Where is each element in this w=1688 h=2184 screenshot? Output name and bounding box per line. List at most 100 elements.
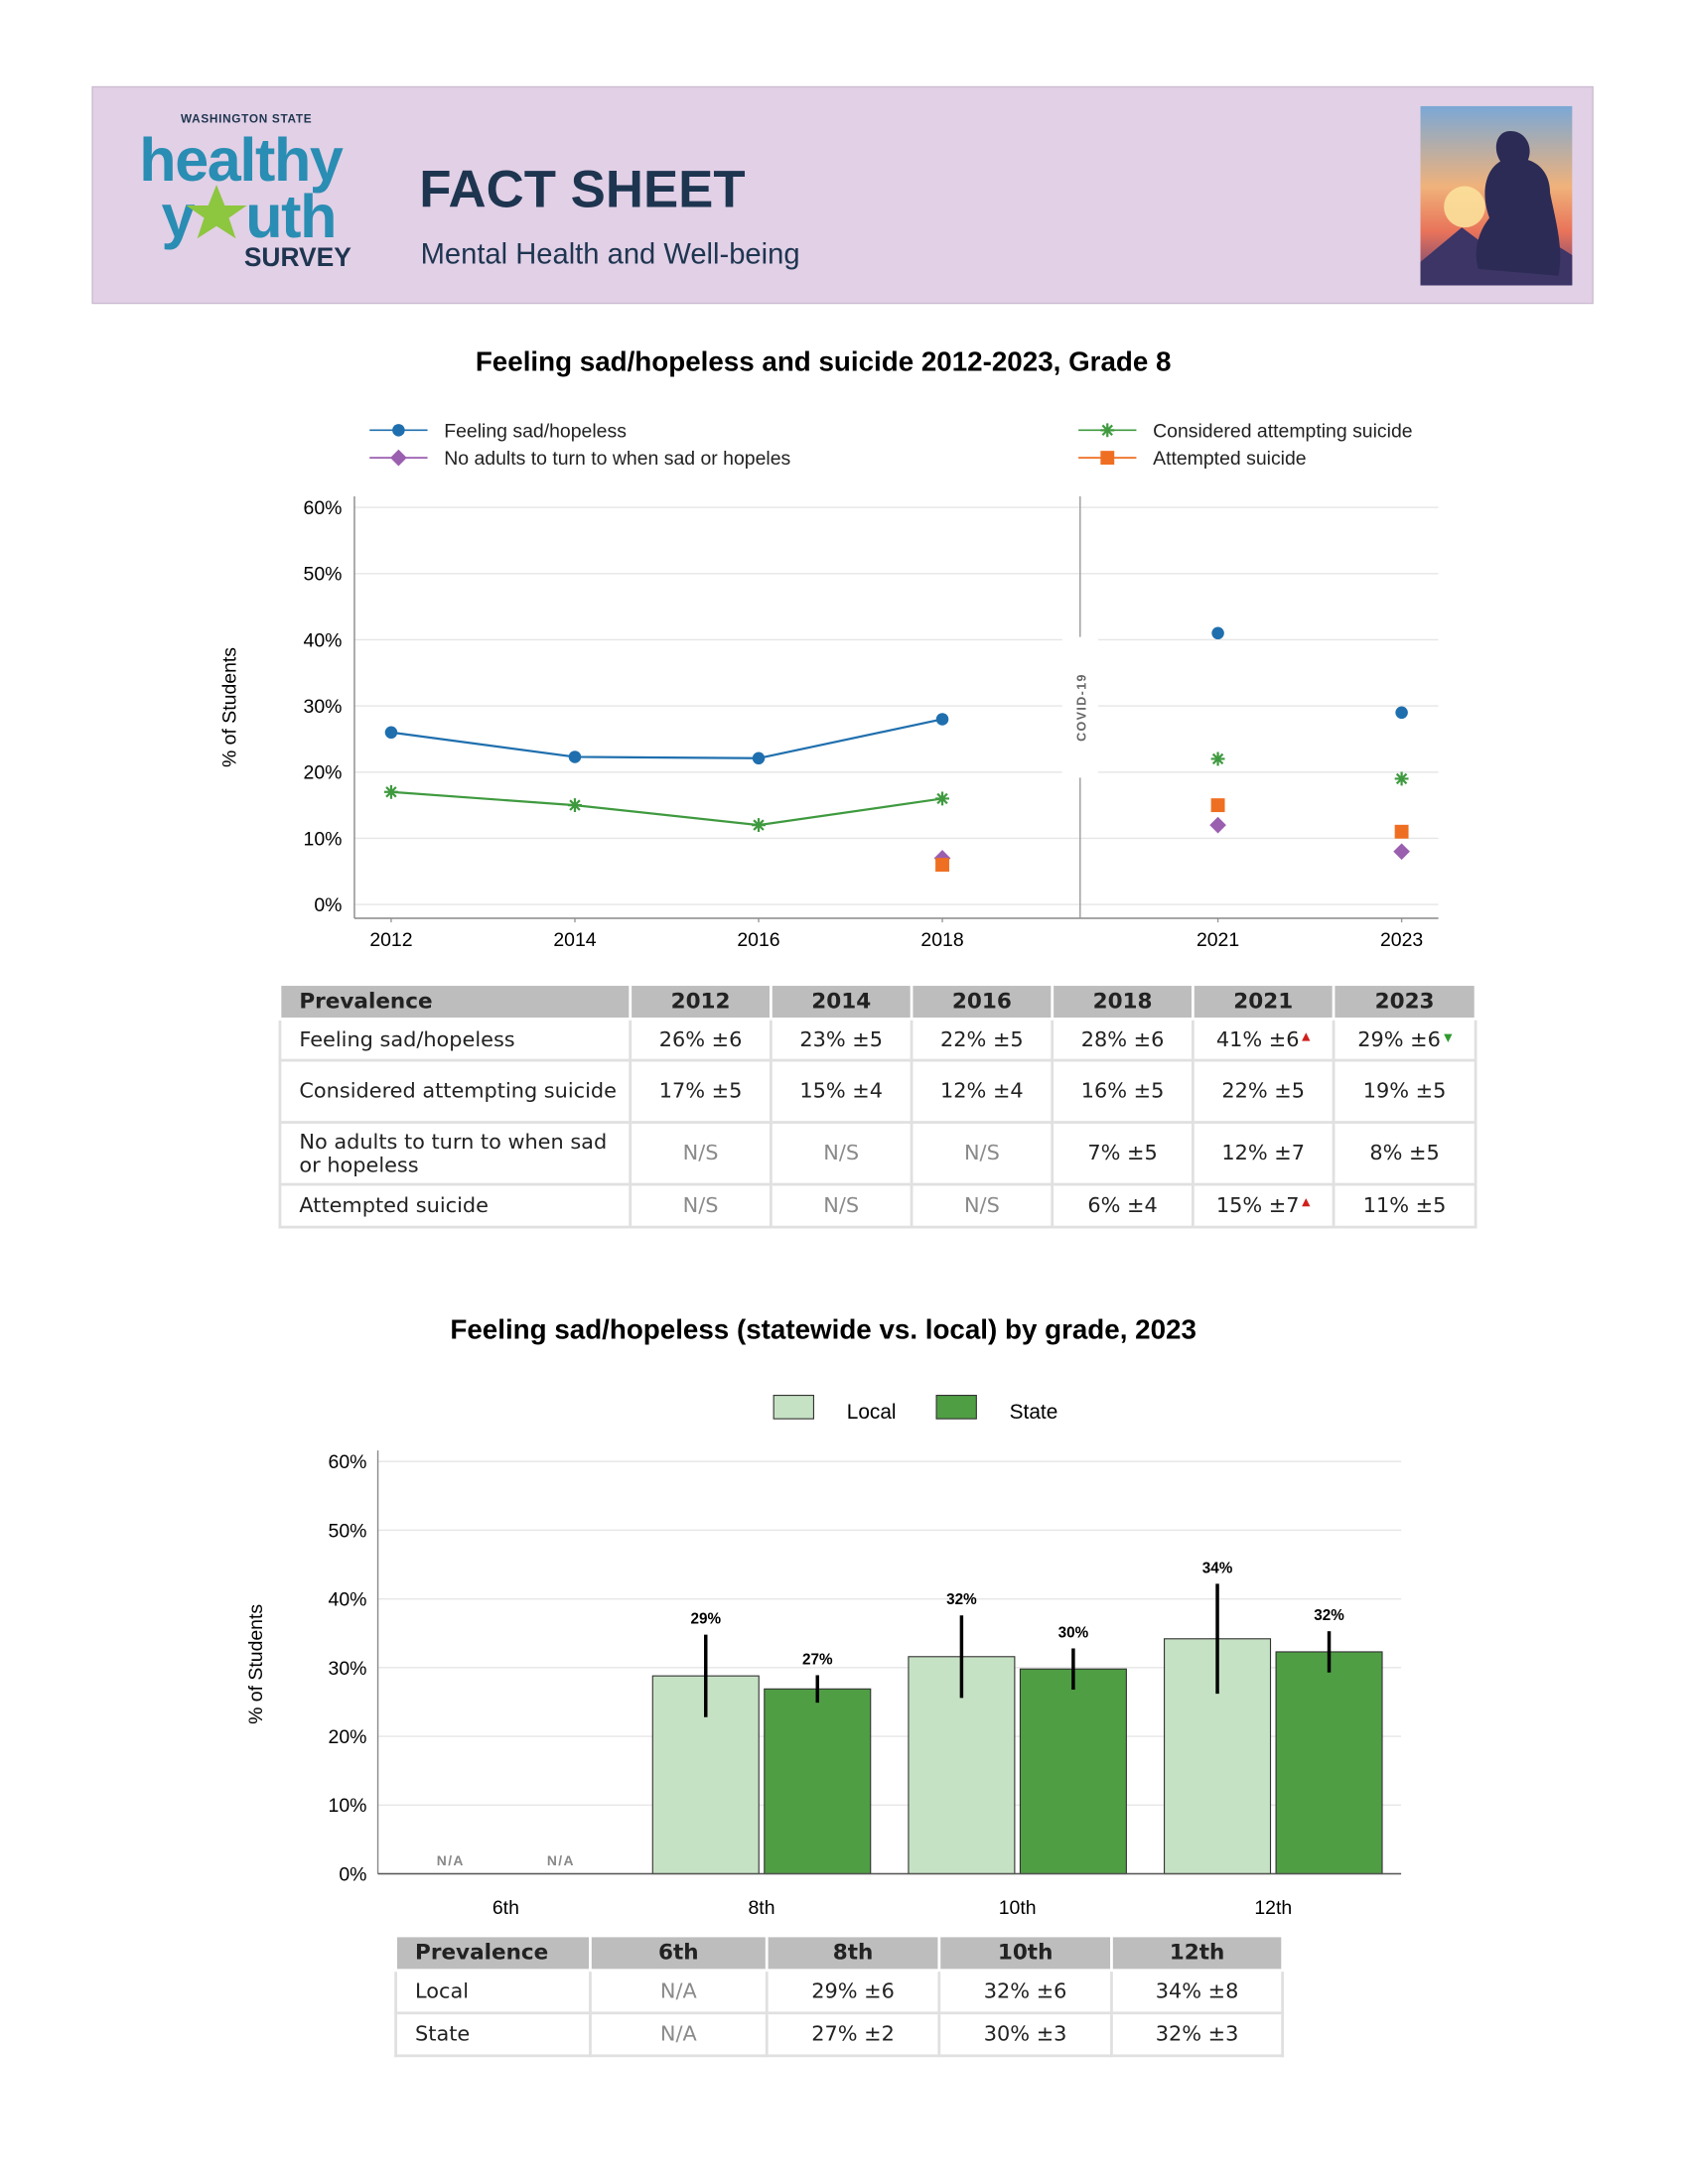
marker (935, 713, 949, 726)
cell-text: N/S (682, 1140, 719, 1165)
table-row: Attempted suicide N/S N/S N/S 6% ±4 15% ±7 11%… (278, 1182, 1477, 1229)
marker (1393, 843, 1410, 861)
logo-star (186, 185, 247, 239)
table-cell: 11% ±5 (1332, 1182, 1477, 1229)
table-cell: 15% ±7 (1192, 1182, 1336, 1229)
y-tick-label: 20% (304, 762, 343, 784)
table-cell: 8% ±5 (1332, 1121, 1477, 1186)
y-tick-label: 30% (304, 696, 343, 718)
marker (752, 751, 766, 765)
table-cell: N/S (629, 1182, 773, 1229)
marker (568, 798, 582, 813)
header-cell: 10th (937, 1934, 1113, 1973)
table-cell: 26% ±6 (629, 1018, 773, 1062)
y-tick-label: 40% (304, 629, 343, 651)
table-cell: No adults to turn to when sad or hopeles… (278, 1121, 633, 1186)
legend-label: No adults to turn to when sad or hopeles (444, 448, 790, 470)
value-label: 32% (946, 1591, 977, 1608)
cell-text: 15% ±7 (1215, 1192, 1300, 1218)
table-cell: 6% ±4 (1051, 1182, 1195, 1229)
y-tick-label: 0% (314, 894, 342, 916)
table-cell: 27% ±2 (765, 2011, 941, 2058)
table-cell: 22% ±5 (1192, 1058, 1336, 1124)
cell-text: 41% ±6 (1215, 1026, 1300, 1052)
table-row: Local N/A 29% ±6 32% ±6 34% ±8 (394, 1969, 1285, 2015)
y-tick-label: 30% (329, 1658, 367, 1680)
y-axis-label: % of Students (219, 647, 241, 767)
header-subtitle: Mental Health and Well-being (421, 238, 800, 270)
marker (1395, 706, 1408, 720)
y-tick-label: 20% (329, 1726, 367, 1748)
marker (1211, 626, 1224, 640)
chart-title: Feeling sad/hopeless and suicide 2012-20… (476, 346, 1172, 377)
header-cell: 2014 (770, 983, 914, 1021)
data-table: Prevalence 6th 8th 10th 12th Local N/A 29% ±6 32… (394, 1934, 1285, 2058)
marker (1210, 798, 1225, 813)
legend-label: Considered attempting suicide (1153, 420, 1412, 442)
y-tick-label: 0% (339, 1863, 366, 1885)
legend-marker (392, 424, 405, 437)
table-cell: 22% ±5 (910, 1018, 1055, 1062)
header-cell: Prevalence (278, 983, 633, 1021)
cell-text: N/S (963, 1140, 1000, 1165)
chart-title: Feeling sad/hopeless (statewide vs. loca… (450, 1314, 1196, 1345)
header-cell: 2018 (1051, 983, 1195, 1021)
y-tick-label: 60% (304, 497, 343, 519)
table-cell: 29% ±6 (765, 1969, 941, 2015)
logo-survey: SURVEY (244, 242, 352, 272)
table-cell: 12% ±7 (1192, 1121, 1336, 1186)
table-cell: N/A (589, 2011, 769, 2058)
bar (1275, 1651, 1383, 1875)
table-cell: State (394, 2011, 592, 2058)
data-table: Prevalence 2012 2014 2016 2018 2021 2023 Feelin… (278, 983, 1477, 1229)
table-cell: 32% ±3 (1110, 2011, 1285, 2058)
logo-state: WASHINGTON STATE (181, 112, 312, 126)
table-cell: Considered attempting suicide (278, 1058, 633, 1124)
legend-marker (1100, 451, 1115, 466)
annotation-bg (1061, 636, 1098, 778)
table-cell: 28% ±6 (1051, 1018, 1195, 1062)
table-cell: 34% ±8 (1110, 1969, 1285, 2015)
x-tick-label: 2021 (1196, 929, 1239, 951)
annotation: COVID-19 (1074, 673, 1088, 742)
table-cell: 7% ±5 (1051, 1121, 1195, 1186)
x-tick-label: 2023 (1380, 929, 1423, 951)
y-axis-label: % of Students (245, 1604, 267, 1724)
table-cell: N/S (770, 1121, 914, 1186)
table-cell: 41% ±6 (1192, 1018, 1336, 1062)
header-cell: 6th (589, 1934, 769, 1973)
header-image (1420, 105, 1573, 286)
table-cell: Feeling sad/hopeless (278, 1018, 633, 1062)
bar (764, 1688, 872, 1875)
cell-text: N/S (823, 1192, 860, 1218)
value-label: 30% (1058, 1624, 1089, 1641)
table-cell: N/A (589, 1969, 769, 2015)
legend-marker (1100, 423, 1115, 438)
table-cell: 29% ±6 (1332, 1018, 1477, 1062)
value-label: 32% (1314, 1607, 1344, 1624)
y-tick-label: 10% (304, 828, 343, 850)
header-cell: 2016 (910, 983, 1055, 1021)
value-label: 27% (802, 1651, 833, 1668)
legend-swatch (773, 1395, 815, 1420)
table-cell: 15% ±4 (770, 1058, 914, 1124)
table-cell: 19% ±5 (1332, 1058, 1477, 1124)
marker (752, 818, 766, 833)
cell-text: N/S (823, 1140, 860, 1165)
header-cell: 12th (1110, 1934, 1285, 1973)
table-cell: N/S (770, 1182, 914, 1229)
table-cell: N/S (629, 1121, 773, 1186)
marker (384, 726, 398, 740)
cell-text: 29% ±6 (1357, 1026, 1441, 1052)
legend-label: Local (847, 1401, 897, 1424)
y-tick-label: 50% (304, 564, 343, 586)
table-cell: 30% ±3 (937, 2011, 1113, 2058)
x-tick-label: 6th (492, 1897, 519, 1919)
table-cell: Attempted suicide (278, 1182, 633, 1229)
x-tick-label: 2012 (369, 929, 412, 951)
header-cell: 2012 (629, 983, 773, 1021)
x-tick-label: 8th (748, 1897, 774, 1919)
y-tick-label: 10% (329, 1795, 367, 1817)
